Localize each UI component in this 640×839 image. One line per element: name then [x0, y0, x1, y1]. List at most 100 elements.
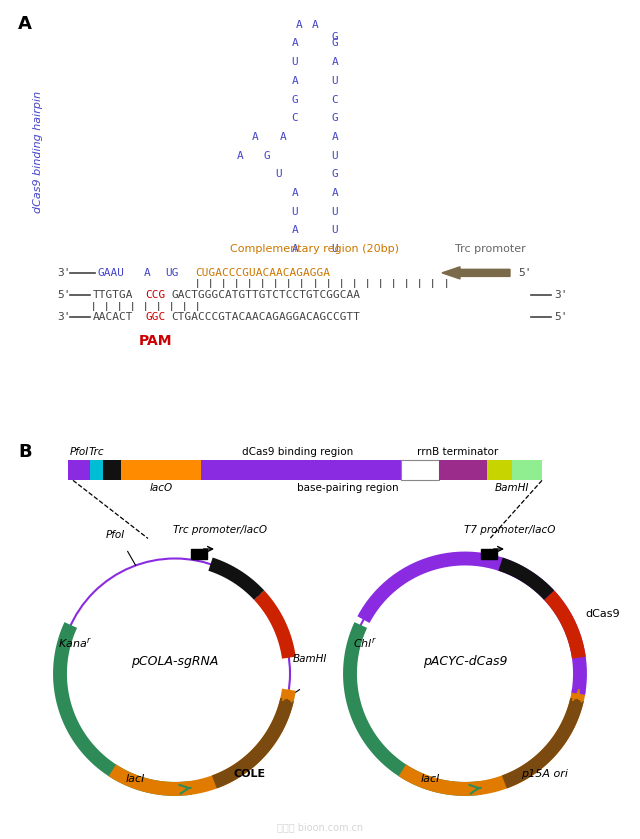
- Text: A: A: [332, 188, 339, 198]
- Text: |: |: [143, 302, 148, 310]
- Text: TTGTGA: TTGTGA: [93, 290, 134, 300]
- Text: UG: UG: [165, 268, 179, 278]
- Text: Chl$^r$: Chl$^r$: [353, 637, 377, 650]
- Text: |: |: [430, 279, 435, 289]
- Text: |: |: [207, 279, 212, 289]
- Text: GACTGGGCATGTTGTCTCCTGTCGGCAA: GACTGGGCATGTTGTCTCCTGTCGGCAA: [171, 290, 360, 300]
- Text: T7 promoter/lacO: T7 promoter/lacO: [464, 525, 556, 535]
- Text: 3': 3': [57, 312, 70, 322]
- Text: 5': 5': [554, 312, 568, 322]
- Text: A: A: [144, 268, 151, 278]
- Text: U: U: [332, 206, 339, 216]
- Text: base-pairing region: base-pairing region: [297, 483, 399, 493]
- Text: G: G: [292, 95, 298, 105]
- Text: Trc promoter/lacO: Trc promoter/lacO: [173, 525, 267, 535]
- Text: PfoI: PfoI: [69, 447, 88, 457]
- Text: C: C: [332, 95, 339, 105]
- Bar: [487, 461, 512, 481]
- Text: lacI: lacI: [420, 774, 440, 784]
- Text: |: |: [351, 279, 357, 289]
- Bar: [512, 461, 542, 481]
- Text: |: |: [404, 279, 410, 289]
- Text: |: |: [339, 279, 344, 289]
- Text: |: |: [365, 279, 370, 289]
- Text: Trc: Trc: [88, 447, 104, 457]
- Text: BamHI: BamHI: [293, 654, 327, 664]
- Text: U: U: [332, 226, 339, 236]
- Text: |: |: [195, 279, 200, 289]
- Text: BamHI: BamHI: [495, 483, 529, 493]
- Text: C: C: [292, 113, 298, 123]
- Text: 5': 5': [57, 290, 70, 300]
- Text: |: |: [417, 279, 422, 289]
- Text: |: |: [130, 302, 135, 310]
- Text: A: A: [292, 76, 298, 86]
- Text: dCas9: dCas9: [586, 608, 620, 618]
- Text: pCOLA-sgRNA: pCOLA-sgRNA: [131, 655, 219, 668]
- Text: |: |: [444, 279, 449, 289]
- Bar: [401, 461, 439, 481]
- Bar: [439, 461, 487, 481]
- Bar: [201, 461, 401, 481]
- Text: rrnB terminator: rrnB terminator: [417, 447, 499, 457]
- Text: A: A: [237, 151, 243, 160]
- Text: G: G: [332, 33, 339, 43]
- Text: |: |: [90, 302, 96, 310]
- Bar: [481, 549, 497, 559]
- Text: 生物谷 bioon.com.cn: 生物谷 bioon.com.cn: [277, 822, 363, 832]
- Text: U: U: [332, 151, 339, 160]
- Text: GGC: GGC: [145, 312, 165, 322]
- Text: A: A: [18, 15, 32, 34]
- Text: dCas9 binding region: dCas9 binding region: [243, 447, 354, 457]
- Text: |: |: [234, 279, 239, 289]
- Text: lacI: lacI: [125, 774, 145, 784]
- Text: |: |: [195, 302, 200, 310]
- Text: 5': 5': [518, 268, 531, 278]
- Bar: [191, 549, 207, 559]
- Text: |: |: [312, 279, 317, 289]
- Text: 3': 3': [57, 268, 70, 278]
- Text: COLE: COLE: [234, 769, 266, 779]
- Text: Complementary region (20bp): Complementary region (20bp): [230, 243, 399, 253]
- Text: A: A: [292, 244, 298, 254]
- Text: |: |: [378, 279, 383, 289]
- Text: |: |: [169, 302, 174, 310]
- Text: |: |: [116, 302, 122, 310]
- Text: A: A: [312, 20, 318, 30]
- Text: |: |: [391, 279, 396, 289]
- Text: A: A: [332, 57, 339, 67]
- Text: U: U: [276, 169, 282, 180]
- Text: GAAU: GAAU: [98, 268, 125, 278]
- Text: CTGACCCGTACAACAGAGGACAGCCGTT: CTGACCCGTACAACAGAGGACAGCCGTT: [171, 312, 360, 322]
- Text: |: |: [104, 302, 109, 310]
- Text: dCas9 binding hairpin: dCas9 binding hairpin: [33, 91, 43, 212]
- Text: G: G: [332, 39, 339, 49]
- Text: U: U: [292, 57, 298, 67]
- Text: U: U: [332, 244, 339, 254]
- Text: Kana$^r$: Kana$^r$: [58, 637, 92, 650]
- Text: |: |: [221, 279, 226, 289]
- Text: U: U: [332, 76, 339, 86]
- Text: A: A: [332, 132, 339, 142]
- Text: CUGACCCGUACAACAGAGGA: CUGACCCGUACAACAGAGGA: [195, 268, 330, 278]
- Text: AACACT: AACACT: [93, 312, 134, 322]
- Bar: [68, 461, 90, 481]
- Text: PfoI: PfoI: [106, 530, 125, 540]
- Text: |: |: [286, 279, 291, 289]
- Text: pACYC-dCas9: pACYC-dCas9: [423, 655, 508, 668]
- Text: A: A: [292, 188, 298, 198]
- FancyArrow shape: [442, 267, 510, 279]
- Text: |: |: [156, 302, 161, 310]
- Text: G: G: [332, 113, 339, 123]
- Text: 3': 3': [554, 290, 568, 300]
- Bar: [121, 461, 201, 481]
- Bar: [90, 461, 103, 481]
- Text: |: |: [260, 279, 265, 289]
- Text: |: |: [299, 279, 305, 289]
- Text: |: |: [325, 279, 331, 289]
- Text: G: G: [332, 169, 339, 180]
- Text: Trc promoter: Trc promoter: [454, 243, 525, 253]
- Text: A: A: [296, 20, 302, 30]
- Text: A: A: [252, 132, 259, 142]
- Text: |: |: [246, 279, 252, 289]
